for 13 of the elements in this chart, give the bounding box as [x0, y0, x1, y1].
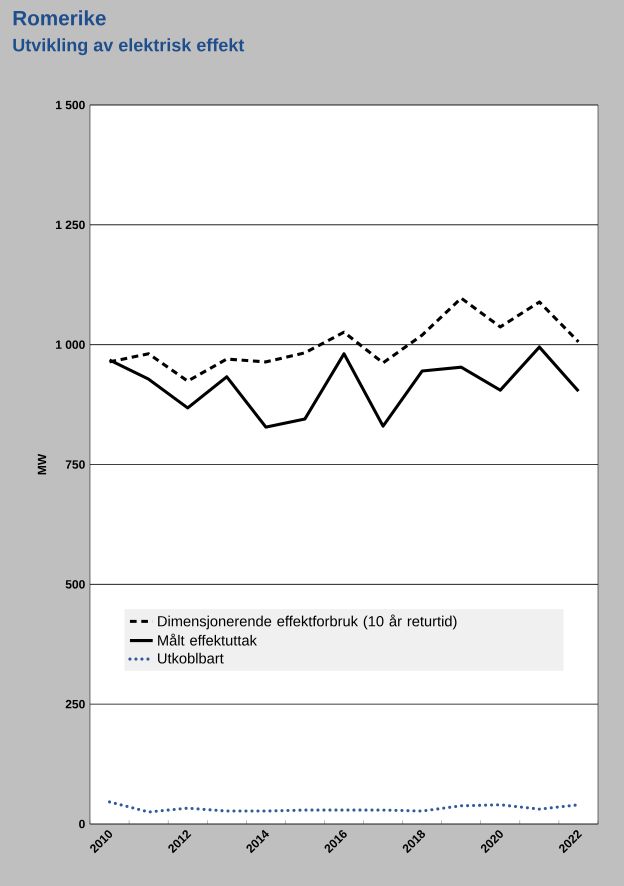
legend-label: Dimensjonerende effektforbruk (10 år returtid) — [158, 614, 456, 630]
y-tick-label: 750 — [66, 460, 85, 469]
legend-label: Utkoblbart — [158, 652, 224, 664]
y-tick-label: 1 000 — [56, 340, 85, 349]
y-tick-label: 0 — [79, 820, 85, 828]
y-tick-label: 1 500 — [56, 100, 85, 110]
y-tick-label: 500 — [66, 580, 85, 589]
chart-title: Romerike — [14, 10, 106, 26]
y-axis-title: MW — [38, 454, 46, 474]
legend-label: Målt effektuttak — [158, 634, 257, 646]
y-tick-label: 250 — [66, 700, 85, 708]
chart-subtitle: Utvikling av elektrisk effekt — [13, 38, 244, 56]
y-tick-label: 1 250 — [56, 220, 85, 230]
